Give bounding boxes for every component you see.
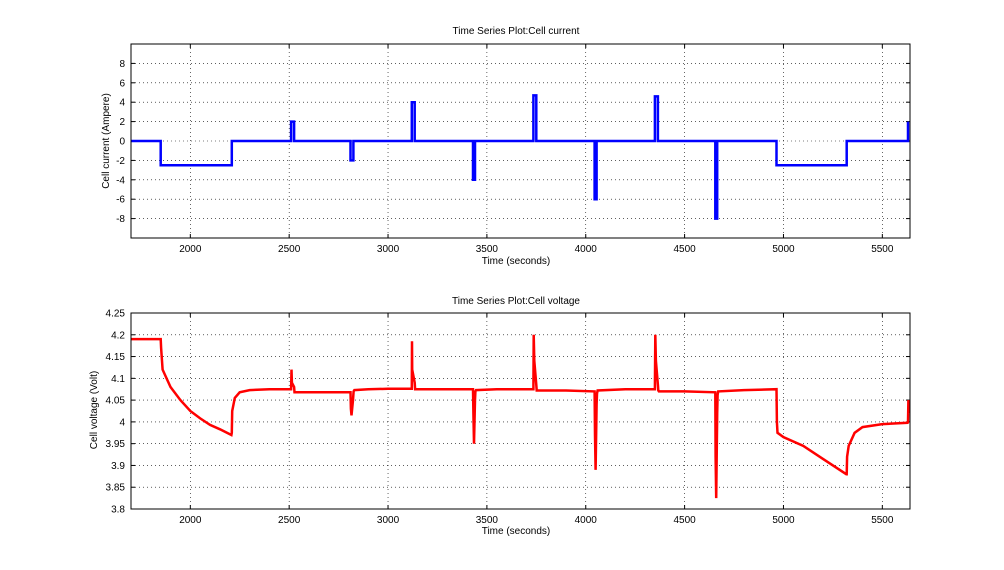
current-ytick-label: 6: [119, 78, 125, 89]
voltage-xtick-label: 2500: [278, 515, 301, 526]
voltage-xtick-label: 3500: [476, 515, 499, 526]
current-plot-frame: [130, 43, 911, 239]
voltage-ytick-label: 4.1: [111, 374, 125, 385]
current-xtick-label: 3500: [476, 244, 499, 255]
current-plot-title: Time Series Plot:Cell current: [453, 26, 580, 37]
current-ytick-label: -8: [116, 214, 125, 225]
current-xtick-label: 5000: [772, 244, 795, 255]
voltage-ytick-label: 4.15: [106, 352, 126, 363]
current-xtick-label: 4500: [673, 244, 696, 255]
current-ytick-label: 2: [119, 117, 125, 128]
current-xtick-label: 2500: [278, 244, 301, 255]
voltage-plot-frame: [130, 312, 911, 510]
voltage-xtick-label: 3000: [377, 515, 400, 526]
current-ytick-label: -4: [116, 175, 125, 186]
current-xtick-label: 2000: [179, 244, 202, 255]
current-ytick-label: -2: [116, 156, 125, 167]
current-xtick-label: 4000: [575, 244, 598, 255]
voltage-plot-ticks: 2000 2500 3000 3500 4000 4500 5000 5500 3.8 3.85 3…: [106, 309, 910, 526]
current-plot-panel: Time Series Plot:Cell current 2000 2500 30…: [101, 26, 911, 267]
current-plot-ticks: 2000 2500 3000 3500 4000 4500 5000 5500 -8 -6 -4 -2…: [116, 44, 910, 255]
current-ytick-label: 0: [119, 137, 125, 148]
voltage-plot-ylabel: Cell voltage (Volt): [89, 371, 100, 449]
current-xtick-label: 5500: [871, 244, 894, 255]
voltage-ytick-label: 4.2: [111, 330, 125, 341]
voltage-ytick-label: 3.95: [106, 439, 126, 450]
voltage-ytick-label: 4: [119, 417, 125, 428]
current-xtick-label: 3000: [377, 244, 400, 255]
voltage-plot-axes: [130, 312, 911, 510]
current-series-line: [131, 94, 910, 220]
voltage-xtick-label: 4500: [673, 515, 696, 526]
current-ytick-label: 4: [119, 98, 125, 109]
voltage-ytick-label: 4.25: [106, 309, 126, 320]
current-plot-xlabel: Time (seconds): [482, 256, 551, 267]
voltage-xtick-label: 5500: [871, 515, 894, 526]
voltage-xtick-label: 5000: [772, 515, 795, 526]
voltage-xtick-label: 4000: [575, 515, 598, 526]
voltage-ytick-label: 4.05: [106, 396, 126, 407]
voltage-xtick-label: 2000: [179, 515, 202, 526]
current-ytick-label: -6: [116, 195, 125, 206]
voltage-plot-grid: [131, 312, 910, 510]
voltage-plot-title: Time Series Plot:Cell voltage: [452, 296, 580, 307]
current-plot-ylabel: Cell current (Ampere): [101, 93, 112, 189]
voltage-ytick-label: 3.85: [106, 483, 126, 494]
voltage-series-line: [131, 334, 911, 499]
voltage-ytick-label: 3.9: [111, 461, 125, 472]
voltage-ytick-label: 3.8: [111, 505, 125, 516]
voltage-plot-panel: Time Series Plot:Cell voltage 2000 2500 30…: [89, 296, 911, 537]
current-ytick-label: 8: [119, 59, 125, 70]
voltage-plot-xlabel: Time (seconds): [482, 526, 551, 537]
